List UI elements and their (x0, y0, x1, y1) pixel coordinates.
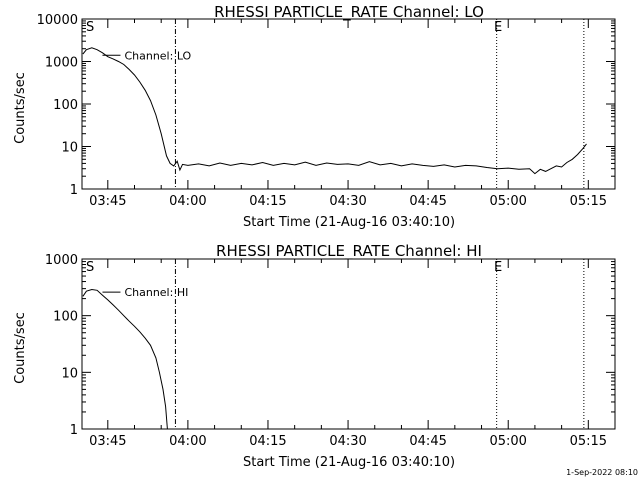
lo-y-tick-label: 1 (70, 183, 78, 198)
hi-x-tick-label: 05:00 (489, 434, 526, 449)
lo-plot-area: 1 10 100 1000 10000 03:45 04:00 04:15 04:30 04:45… (37, 13, 616, 209)
hi-y-tick-label: 100 (53, 310, 78, 325)
lo-x-axis-label: Start Time (21-Aug-16 03:40:10) (243, 215, 455, 230)
hi-x-tick-label: 04:00 (169, 434, 206, 449)
hi-y-tick-label: 1000 (45, 253, 78, 268)
lo-x-tick-label: 03:45 (89, 194, 126, 209)
hi-chart-title: RHESSI PARTICLE_RATE Channel: HI (216, 242, 482, 261)
hi-x-tick-label: 05:15 (570, 434, 607, 449)
lo-y-axis-label: Counts/sec (13, 72, 28, 144)
lo-x-tick-label: 04:15 (249, 194, 286, 209)
lo-series-line (82, 47, 587, 175)
lo-chart-title: RHESSI PARTICLE_RATE Channel: LO (214, 3, 484, 22)
hi-series-line (82, 288, 168, 430)
lo-y-tick-label: 1000 (45, 56, 78, 71)
lo-x-tick-label: 05:00 (489, 194, 526, 209)
lo-x-tick-label: 05:15 (570, 194, 607, 209)
hi-x-tick-label: 04:30 (329, 434, 366, 449)
hi-x-tick-label: 04:15 (249, 434, 286, 449)
lo-y-tick-label: 10 (61, 141, 78, 156)
hi-x-axis-label: Start Time (21-Aug-16 03:40:10) (243, 455, 455, 470)
hi-channel-panel: RHESSI PARTICLE_RATE Channel: HI Start T… (13, 242, 616, 470)
hi-plot-area: 1 10 100 1000 03:45 04:00 04:15 04:30 04:45 05:00… (45, 253, 616, 449)
lo-series-label: Channel: LO (124, 49, 191, 62)
lo-start-marker: S (86, 20, 94, 35)
lo-x-tick-label: 04:45 (409, 194, 446, 209)
hi-end-marker: E (494, 260, 502, 275)
lo-x-tick-label: 04:30 (329, 194, 366, 209)
lo-y-tick-label: 100 (53, 98, 78, 113)
hi-plot-frame (81, 258, 616, 430)
lo-y-tick-label: 10000 (37, 13, 78, 28)
hi-y-tick-label: 10 (61, 366, 78, 381)
date-stamp: 1-Sep-2022 08:10 (566, 468, 638, 477)
hi-x-tick-label: 03:45 (89, 434, 126, 449)
lo-end-marker: E (494, 20, 502, 35)
hi-series-label: Channel: HI (124, 286, 188, 299)
lo-x-tick-label: 04:00 (169, 194, 206, 209)
hi-x-tick-label: 04:45 (409, 434, 446, 449)
hi-y-axis-label: Counts/sec (13, 312, 28, 384)
hi-start-marker: S (86, 260, 94, 275)
lo-channel-panel: RHESSI PARTICLE_RATE Channel: LO Start T… (13, 3, 616, 230)
hi-y-tick-label: 1 (70, 423, 78, 438)
